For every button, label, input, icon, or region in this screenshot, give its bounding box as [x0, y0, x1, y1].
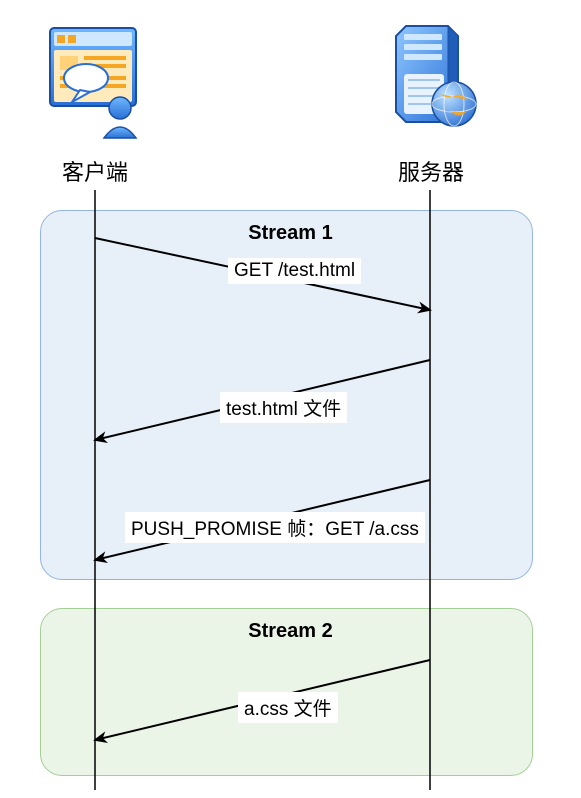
stream-title-1: Stream 1 [0, 222, 581, 245]
server-label: 服务器 [398, 155, 464, 187]
server-icon [376, 16, 486, 136]
message-label: test.html 文件 [220, 392, 347, 423]
message-label: GET /test.html [228, 258, 361, 284]
stream-title-2: Stream 2 [0, 620, 581, 643]
client-icon [42, 20, 152, 140]
message-label: PUSH_PROMISE 帧：GET /a.css [125, 512, 425, 543]
client-label: 客户端 [62, 155, 128, 187]
message-label: a.css 文件 [238, 692, 338, 723]
